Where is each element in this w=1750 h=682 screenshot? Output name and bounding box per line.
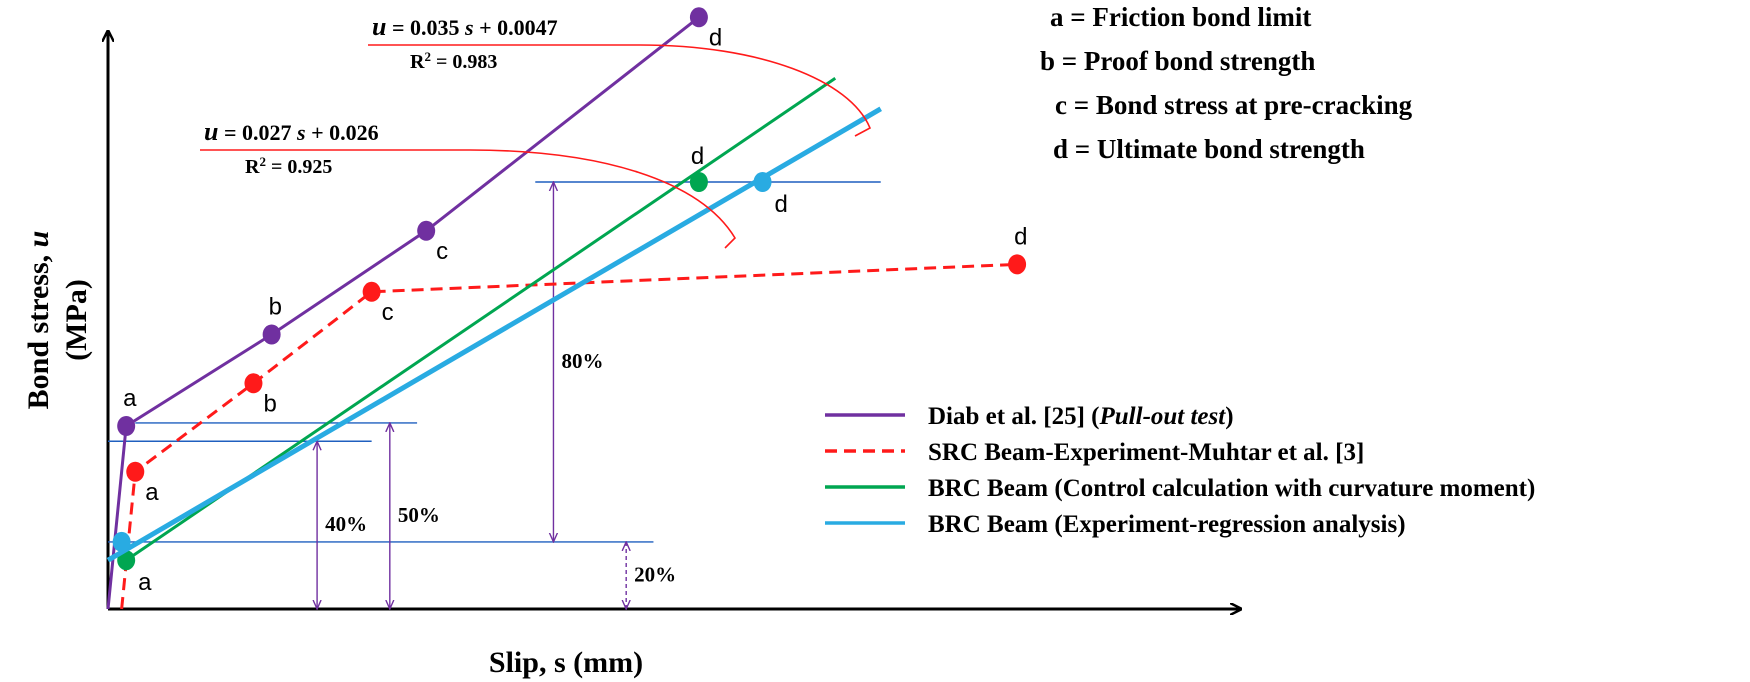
point-marker-0-4 [689, 7, 708, 28]
point-label-0-3: c [436, 238, 448, 265]
percent-label-2: 50% [398, 503, 440, 527]
point-marker-3-0 [112, 531, 131, 552]
r-squared-0: R2 = 0.983 [410, 49, 497, 74]
x-axis-label: Slip, s (mm) [489, 646, 643, 679]
legend-label-1: SRC Beam-Experiment-Muhtar et al. [3] [928, 439, 1364, 466]
key-item-0: a = Friction bond limit [1050, 2, 1311, 32]
regression-equations: u = 0.035 s + 0.0047 R2 = 0.983 u = 0.027 … [200, 12, 872, 249]
point-label-1-1: a [145, 479, 159, 506]
point-label-0-4: d [709, 24, 722, 51]
point-marker-2-1 [689, 172, 708, 192]
r-squared-1: R2 = 0.925 [245, 154, 332, 179]
svg-text:(MPa): (MPa) [60, 279, 93, 361]
percent-annotations: 20% 40% 50% 80% [317, 182, 676, 609]
point-key: a = Friction bond limit b = Proof bond st… [1040, 2, 1413, 164]
callout-arrow-1 [469, 149, 737, 249]
svg-text:Bond stress, u: Bond stress, u [22, 231, 55, 410]
point-marker-0-2 [262, 324, 281, 345]
series-line-1 [120, 262, 1018, 610]
percent-label-1: 40% [325, 512, 367, 536]
point-label-2-0: a [138, 569, 152, 596]
point-label-0-2: b [269, 294, 282, 321]
key-item-1: b = Proof bond strength [1040, 46, 1315, 76]
point-marker-2-0 [117, 550, 136, 571]
legend-label-2: BRC Beam (Control calculation with curva… [928, 475, 1535, 502]
series-layer: a b c d a b c d a d d [106, 7, 1027, 610]
percent-label-0: 20% [634, 562, 676, 586]
key-item-3: d = Ultimate bond strength [1053, 134, 1365, 164]
point-label-0-1: a [123, 385, 137, 412]
callout-arrow-0 [639, 44, 872, 137]
point-marker-1-4 [1008, 254, 1027, 275]
key-item-2: c = Bond stress at pre-cracking [1055, 90, 1413, 120]
equation-1: u = 0.027 s + 0.026 [204, 117, 379, 146]
legend-label-3: BRC Beam (Experiment-regression analysis… [928, 511, 1406, 538]
point-label-2-1: d [691, 143, 704, 170]
point-marker-1-3 [362, 281, 381, 302]
reference-lines [108, 181, 881, 543]
point-label-1-3: c [382, 299, 394, 326]
point-label-1-2: b [263, 390, 276, 417]
point-marker-1-1 [126, 461, 145, 482]
point-label-3-1: d [775, 191, 788, 218]
percent-label-3: 80% [561, 349, 603, 373]
legend: Diab et al. [25] (Pull-out test) SRC Beam… [825, 403, 1535, 538]
point-marker-3-1 [753, 172, 772, 192]
point-label-1-4: d [1014, 223, 1027, 250]
point-marker-0-3 [417, 220, 436, 241]
series-line-3 [106, 106, 882, 563]
y-axis-label: Bond stress, u (MPa) [22, 231, 93, 410]
legend-label-0: Diab et al. [25] (Pull-out test) [928, 403, 1234, 430]
equation-0: u = 0.035 s + 0.0047 [372, 12, 558, 41]
point-marker-1-2 [244, 373, 263, 394]
point-marker-0-1 [117, 416, 136, 436]
